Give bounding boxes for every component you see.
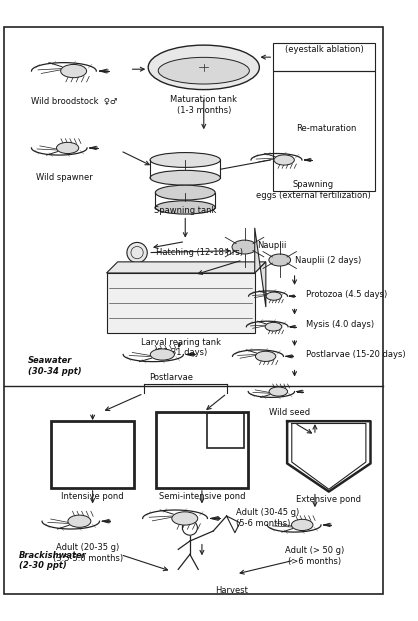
Text: Wild spawner: Wild spawner [36,173,93,182]
Polygon shape [107,262,266,273]
Text: Larval rearing tank
(26-31 days): Larval rearing tank (26-31 days) [140,338,221,357]
Text: Nauplii (2 days): Nauplii (2 days) [295,256,361,265]
Text: Re-maturation: Re-maturation [296,124,357,133]
Ellipse shape [155,201,215,214]
Ellipse shape [155,185,215,200]
Ellipse shape [269,387,288,396]
Text: (eyestalk ablation): (eyestalk ablation) [285,45,364,54]
Ellipse shape [265,322,282,331]
Text: Postlarvae (15-20 days): Postlarvae (15-20 days) [306,350,405,359]
Text: Nauplii: Nauplii [257,242,287,250]
Ellipse shape [61,65,87,78]
Bar [155,412,248,488]
Text: Maturation tank
(1-3 months): Maturation tank (1-3 months) [170,95,237,114]
Text: Spawning tank: Spawning tank [154,206,217,215]
Bar [107,273,255,333]
Ellipse shape [291,519,313,530]
Text: Adult (30-45 g)
(5-6 months): Adult (30-45 g) (5-6 months) [236,508,299,528]
Text: Protozoa (4.5 days): Protozoa (4.5 days) [306,290,387,299]
Ellipse shape [269,254,291,266]
Text: Adult (20-35 g)
(3.5-5.0 months): Adult (20-35 g) (3.5-5.0 months) [53,543,123,563]
Text: Adult (> 50 g)
(>6 months): Adult (> 50 g) (>6 months) [285,546,344,566]
Ellipse shape [266,292,282,300]
Ellipse shape [255,351,276,361]
Bar [206,414,244,448]
Text: Wild seed: Wild seed [269,408,311,417]
Ellipse shape [150,170,220,185]
Text: Hatching (12-18 hrs): Hatching (12-18 hrs) [155,248,242,257]
Text: Semi-intensive pond: Semi-intensive pond [159,492,245,501]
Text: Postlarvae: Postlarvae [149,373,194,382]
Ellipse shape [150,349,174,360]
Text: Spawning
eggs (external fertilization): Spawning eggs (external fertilization) [256,180,370,200]
Text: Intensive pond: Intensive pond [61,492,124,501]
Text: Seawater
(30-34 ppt): Seawater (30-34 ppt) [28,356,82,376]
Polygon shape [255,228,266,307]
Bar [273,43,375,71]
Ellipse shape [158,57,250,84]
Ellipse shape [232,240,257,254]
Text: Extensive pond: Extensive pond [296,496,361,504]
Ellipse shape [274,155,294,165]
Text: Harvest: Harvest [215,586,248,595]
Text: Wild broodstock  ♀♂: Wild broodstock ♀♂ [31,97,117,106]
Ellipse shape [68,515,91,527]
Bar [51,421,134,488]
Ellipse shape [148,45,259,89]
Text: Brackishwater
(2-30 ppt): Brackishwater (2-30 ppt) [18,551,86,570]
Ellipse shape [56,142,79,153]
Bar [273,71,375,191]
Circle shape [127,242,147,263]
Ellipse shape [172,512,198,525]
Text: Mysis (4.0 days): Mysis (4.0 days) [306,320,374,329]
Ellipse shape [150,153,220,168]
